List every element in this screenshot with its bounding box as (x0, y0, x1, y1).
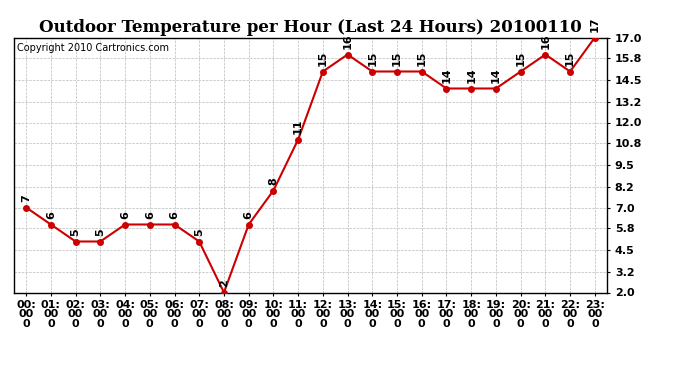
Text: 5: 5 (195, 228, 204, 236)
Text: 8: 8 (268, 177, 278, 185)
Text: 15: 15 (417, 51, 426, 66)
Text: 14: 14 (491, 68, 501, 83)
Text: 15: 15 (367, 51, 377, 66)
Text: 14: 14 (442, 68, 451, 83)
Text: 6: 6 (170, 211, 179, 219)
Text: 15: 15 (318, 51, 328, 66)
Text: 15: 15 (515, 51, 526, 66)
Title: Outdoor Temperature per Hour (Last 24 Hours) 20100110: Outdoor Temperature per Hour (Last 24 Ho… (39, 19, 582, 36)
Text: 15: 15 (565, 51, 575, 66)
Text: 7: 7 (21, 194, 31, 202)
Text: 16: 16 (343, 33, 353, 49)
Text: 17: 17 (590, 16, 600, 32)
Text: 6: 6 (244, 211, 254, 219)
Text: 11: 11 (293, 118, 303, 134)
Text: 2: 2 (219, 279, 229, 287)
Text: Copyright 2010 Cartronics.com: Copyright 2010 Cartronics.com (17, 43, 169, 52)
Text: 5: 5 (70, 228, 81, 236)
Text: 6: 6 (120, 211, 130, 219)
Text: 6: 6 (46, 211, 56, 219)
Text: 5: 5 (95, 228, 106, 236)
Text: 16: 16 (540, 33, 551, 49)
Text: 6: 6 (145, 211, 155, 219)
Text: 15: 15 (392, 51, 402, 66)
Text: 14: 14 (466, 68, 476, 83)
